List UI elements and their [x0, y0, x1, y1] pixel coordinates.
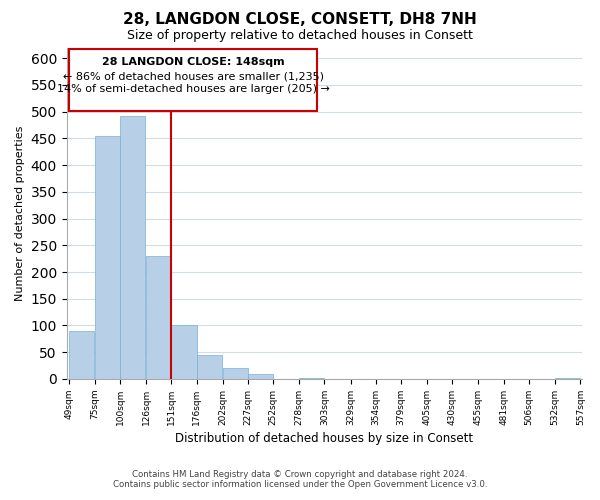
Text: 28, LANGDON CLOSE, CONSETT, DH8 7NH: 28, LANGDON CLOSE, CONSETT, DH8 7NH [123, 12, 477, 28]
Bar [248, 374, 273, 379]
Bar [68, 48, 317, 110]
Bar [120, 116, 145, 379]
Bar [68, 331, 94, 379]
Text: 28 LANGDON CLOSE: 148sqm: 28 LANGDON CLOSE: 148sqm [102, 56, 284, 66]
Bar [172, 326, 197, 379]
Bar [95, 136, 120, 379]
Bar [555, 378, 580, 379]
Bar [197, 356, 222, 379]
Text: Size of property relative to detached houses in Consett: Size of property relative to detached ho… [127, 29, 473, 42]
Bar [223, 368, 248, 379]
Y-axis label: Number of detached properties: Number of detached properties [15, 126, 25, 301]
Text: ← 86% of detached houses are smaller (1,235): ← 86% of detached houses are smaller (1,… [62, 71, 323, 81]
Bar [146, 256, 172, 379]
Text: 14% of semi-detached houses are larger (205) →: 14% of semi-detached houses are larger (… [56, 84, 329, 94]
Text: Contains HM Land Registry data © Crown copyright and database right 2024.
Contai: Contains HM Land Registry data © Crown c… [113, 470, 487, 489]
Bar [299, 378, 325, 379]
X-axis label: Distribution of detached houses by size in Consett: Distribution of detached houses by size … [175, 432, 473, 445]
